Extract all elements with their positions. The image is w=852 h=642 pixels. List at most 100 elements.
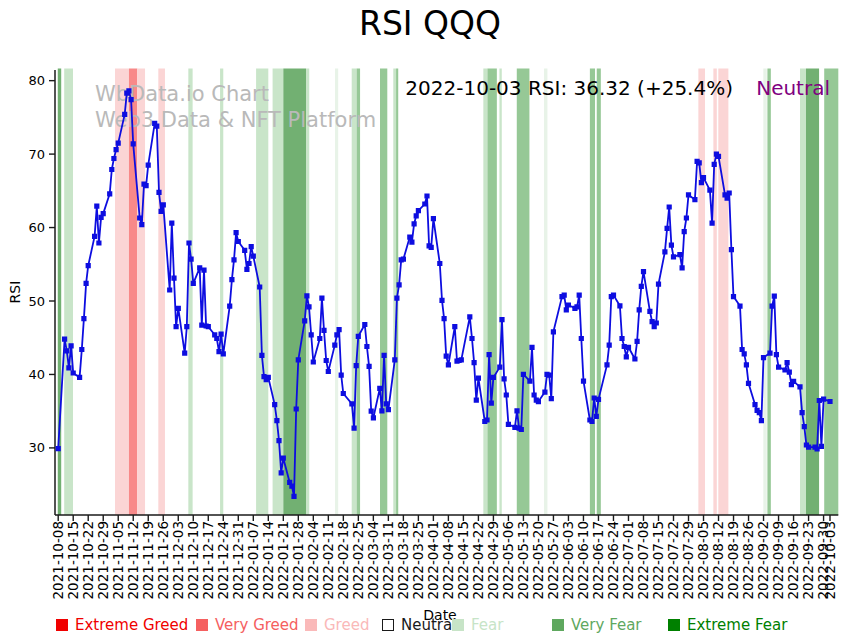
sentiment-band bbox=[158, 69, 165, 516]
rsi-chart-figure: RSI QQQ WbData.io Chart Web3 Data & NFT … bbox=[0, 0, 852, 642]
x-tick-label: 2022-03-11 bbox=[380, 521, 396, 599]
sentiment-band bbox=[273, 69, 284, 516]
x-tick-label: 2022-02-11 bbox=[320, 521, 336, 599]
legend-label: Extreme Greed bbox=[75, 616, 188, 634]
legend-label: Neutral bbox=[401, 616, 456, 634]
x-tick-label: 2022-02-25 bbox=[350, 521, 366, 599]
chart-title: RSI QQQ bbox=[0, 4, 852, 43]
x-tick-label: 2022-08-05 bbox=[695, 521, 711, 599]
x-tick-label: 2022-02-18 bbox=[335, 521, 351, 599]
x-tick-label: 2022-07-08 bbox=[635, 521, 651, 599]
sentiment-band bbox=[188, 69, 192, 516]
x-tick-label: 2022-03-04 bbox=[365, 521, 381, 599]
x-tick-label: 2022-03-25 bbox=[410, 521, 426, 599]
x-tick-label: 2021-10-29 bbox=[95, 521, 111, 599]
x-tick-label: 2021-12-24 bbox=[215, 521, 231, 599]
legend-label: Greed bbox=[324, 616, 369, 634]
y-tick-label: 60 bbox=[28, 220, 45, 235]
x-tick-label: 2021-10-15 bbox=[65, 521, 81, 599]
sentiment-band bbox=[590, 69, 595, 516]
x-tick-label: 2022-05-06 bbox=[500, 521, 516, 599]
x-tick-label: 2021-12-10 bbox=[185, 521, 201, 599]
sentiment-band bbox=[544, 69, 547, 516]
watermark-line2: Web3 Data & NFT Platform bbox=[95, 108, 376, 132]
legend-label: Very Fear bbox=[571, 616, 642, 634]
x-tick-label: 2021-12-03 bbox=[170, 521, 186, 599]
x-tick-label: 2022-08-26 bbox=[740, 521, 756, 599]
x-tick-label: 2022-07-29 bbox=[680, 521, 696, 599]
x-tick-label: 2022-04-29 bbox=[485, 521, 501, 599]
x-tick-label: 2021-11-26 bbox=[155, 521, 171, 599]
x-tick-label: 2022-05-13 bbox=[515, 521, 531, 599]
legend-item-neutral: Neutral bbox=[382, 616, 456, 634]
x-tick-label: 2022-03-18 bbox=[395, 521, 411, 599]
x-tick-label: 2022-06-17 bbox=[590, 521, 606, 599]
legend-item-very-greed: Very Greed bbox=[196, 616, 299, 634]
x-tick-label: 2021-11-05 bbox=[110, 521, 126, 599]
x-tick-label: 2022-09-23 bbox=[800, 521, 816, 599]
x-tick-label: 2021-10-22 bbox=[80, 521, 96, 599]
x-tick-label: 2022-09-16 bbox=[785, 521, 801, 599]
legend-swatch bbox=[305, 619, 317, 631]
legend-swatch bbox=[552, 619, 564, 631]
legend-label: Very Greed bbox=[215, 616, 299, 634]
chart-canvas: WbData.io Chart Web3 Data & NFT Platform… bbox=[0, 0, 852, 642]
sentiment-band bbox=[597, 69, 601, 516]
sentiment-band bbox=[763, 69, 766, 516]
legend-item-extreme-greed: Extreme Greed bbox=[56, 616, 188, 634]
x-tick-label: 2022-01-28 bbox=[290, 521, 306, 599]
x-tick-label: 2021-11-19 bbox=[140, 521, 156, 599]
x-tick-label: 2022-10-03 bbox=[822, 521, 838, 599]
sentiment-band bbox=[306, 69, 309, 516]
legend-item-very-fear: Very Fear bbox=[552, 616, 642, 634]
sentiment-band bbox=[824, 69, 838, 516]
sentiment-band bbox=[487, 69, 496, 516]
x-tick-label: 2021-12-17 bbox=[200, 521, 216, 599]
x-tick-label: 2022-04-15 bbox=[455, 521, 471, 599]
sentiment-band bbox=[517, 69, 530, 516]
sentiment-band bbox=[499, 69, 501, 516]
legend-item-fear: Fear bbox=[452, 616, 503, 634]
x-tick-label: 2022-08-12 bbox=[710, 521, 726, 599]
x-tick-label: 2022-04-08 bbox=[440, 521, 456, 599]
legend-label: Fear bbox=[471, 616, 503, 634]
legend-label: Extreme Fear bbox=[687, 616, 787, 634]
sentiment-band bbox=[256, 69, 268, 516]
watermark-line1: WbData.io Chart bbox=[95, 82, 269, 106]
x-tick-label: 2022-05-27 bbox=[545, 521, 561, 599]
legend-swatch bbox=[452, 619, 464, 631]
annotation-status: Neutral bbox=[756, 76, 830, 100]
legend-swatch bbox=[668, 619, 680, 631]
sentiment-band bbox=[483, 69, 487, 516]
x-tick-label: 2022-07-15 bbox=[650, 521, 666, 599]
x-tick-label: 2021-11-12 bbox=[125, 521, 141, 599]
legend-swatch bbox=[382, 619, 394, 631]
legend-item-extreme-fear: Extreme Fear bbox=[668, 616, 787, 634]
x-tick-label: 2022-01-14 bbox=[260, 521, 276, 599]
x-tick-label: 2021-10-08 bbox=[50, 521, 66, 599]
y-tick-label: 40 bbox=[28, 367, 45, 382]
legend-item-greed: Greed bbox=[305, 616, 369, 634]
sentiment-band bbox=[393, 69, 396, 516]
sentiment-band bbox=[698, 69, 705, 516]
sentiment-band bbox=[335, 69, 338, 516]
sentiment-band bbox=[800, 69, 806, 516]
x-tick-label: 2022-06-03 bbox=[560, 521, 576, 599]
x-tick-label: 2022-06-10 bbox=[575, 521, 591, 599]
x-tick-label: 2022-07-22 bbox=[665, 521, 681, 599]
sentiment-band bbox=[115, 69, 129, 516]
x-tick-label: 2022-05-20 bbox=[530, 521, 546, 599]
sentiment-band bbox=[767, 69, 770, 516]
sentiment-band bbox=[713, 69, 716, 516]
x-tick-label: 2022-08-19 bbox=[725, 521, 741, 599]
sentiment-band bbox=[64, 69, 73, 516]
y-tick-label: 50 bbox=[28, 294, 45, 309]
sentiment-band bbox=[352, 69, 357, 516]
sentiment-band bbox=[718, 69, 728, 516]
legend-swatch bbox=[56, 619, 68, 631]
legend-swatch bbox=[196, 619, 208, 631]
x-tick-label: 2022-04-22 bbox=[470, 521, 486, 599]
x-tick-label: 2022-09-02 bbox=[755, 521, 771, 599]
x-tick-label: 2021-12-31 bbox=[230, 521, 246, 599]
sentiment-band bbox=[357, 69, 360, 516]
